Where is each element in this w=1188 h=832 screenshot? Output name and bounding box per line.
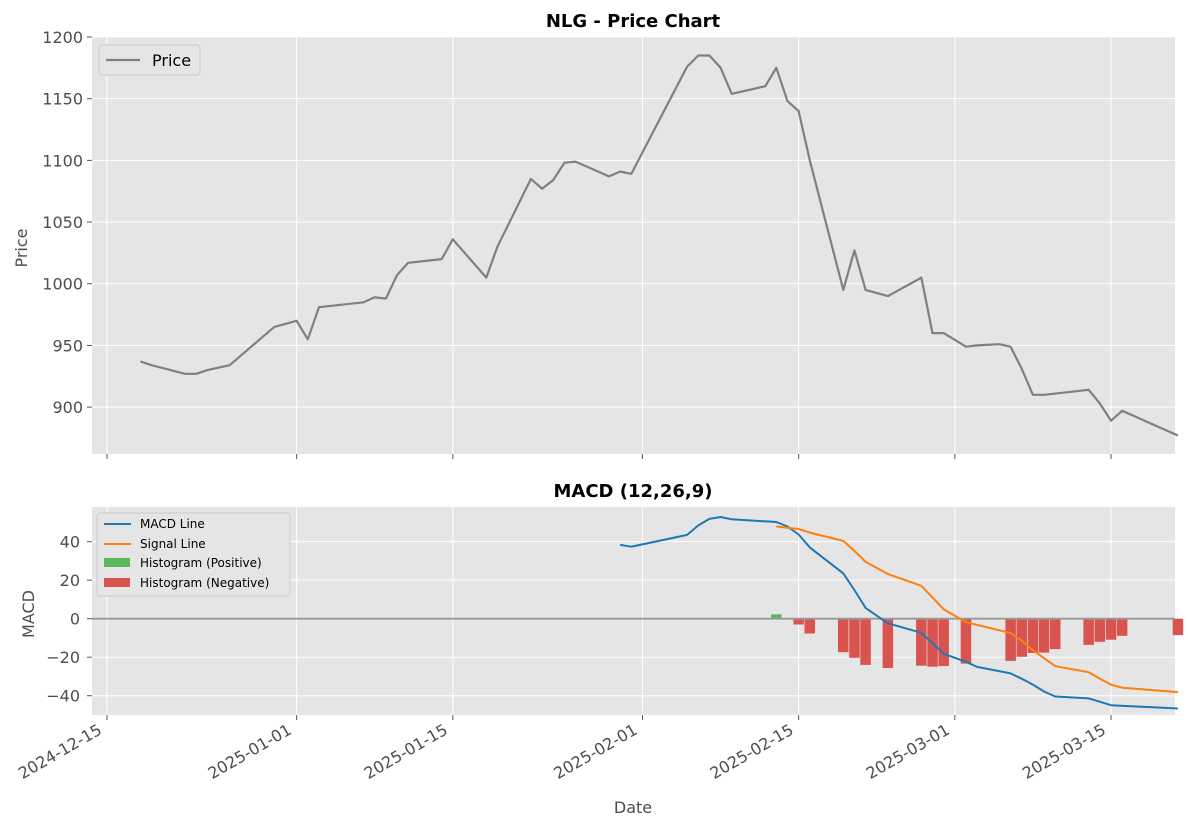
price-x-ticks <box>106 454 1112 459</box>
x-axis-label: Date <box>614 798 652 817</box>
histogram-negative-bar <box>1005 618 1016 661</box>
histogram-negative-bar <box>1172 618 1184 636</box>
price-y-ticks: 900 950 1000 1050 1100 1150 1200 <box>42 28 92 417</box>
macd-legend-label-negative: Histogram (Negative) <box>140 576 269 590</box>
y-tick-label: 40 <box>60 533 80 552</box>
x-tick-label: 2025-03-15 <box>1019 720 1109 783</box>
histogram-negative-bar <box>1027 618 1039 653</box>
macd-x-ticks: 2024-12-15 2025-01-01 2025-01-15 2025-02-01… <box>15 715 1112 783</box>
histogram-negative-bar <box>1083 618 1094 645</box>
macd-legend-label-line: MACD Line <box>140 517 205 531</box>
histogram-negative-bar <box>960 618 972 664</box>
price-gridlines <box>92 36 1175 454</box>
price-chart-title: NLG - Price Chart <box>546 11 721 32</box>
x-tick-label: 2025-02-15 <box>707 720 797 783</box>
y-tick-label: 1150 <box>42 90 83 109</box>
y-tick-label: 1200 <box>42 28 83 47</box>
histogram-negative-bar <box>1050 618 1061 650</box>
y-tick-label: 900 <box>52 398 83 417</box>
price-legend-label: Price <box>152 51 191 70</box>
macd-line <box>620 516 1178 710</box>
x-tick-label: 2025-02-01 <box>550 720 640 783</box>
price-plot-area <box>92 37 1175 454</box>
y-tick-label: 20 <box>60 571 80 590</box>
price-series <box>140 54 1179 437</box>
price-line <box>140 54 1179 437</box>
histogram-negative-bar <box>1038 618 1050 653</box>
macd-y-ticks: −40 −20 0 20 40 <box>46 533 92 706</box>
macd-series <box>620 516 1178 710</box>
macd-y-axis-label: MACD <box>19 590 38 638</box>
y-tick-label: 950 <box>52 336 83 355</box>
macd-legend-label-signal: Signal Line <box>140 537 206 551</box>
histogram-negative-bar <box>793 618 804 625</box>
histogram-negative-bar <box>860 618 871 665</box>
histogram-positive-bar <box>771 614 782 619</box>
histogram-negative-bar <box>882 618 894 668</box>
histogram-negative-bar <box>1016 618 1027 657</box>
y-tick-label: −40 <box>46 687 80 706</box>
y-tick-label: −20 <box>46 648 80 667</box>
x-tick-label: 2024-12-15 <box>15 720 105 783</box>
histogram-negative-bar <box>849 618 860 658</box>
macd-panel: −40 −20 0 20 40 2024-12-15 2025-01-01 2025-01-… <box>15 481 1184 817</box>
x-tick-label: 2025-03-01 <box>863 720 953 783</box>
price-legend: Price <box>98 44 201 76</box>
price-legend-box <box>98 44 201 76</box>
macd-legend-box <box>96 512 291 597</box>
histogram-negative-bar <box>1105 618 1117 640</box>
price-panel: 900 950 1000 1050 1100 1150 1200 NLG - Price C… <box>12 11 1179 459</box>
histogram-negative-bar <box>938 618 949 667</box>
x-tick-label: 2025-01-01 <box>205 720 295 783</box>
y-tick-label: 1100 <box>42 151 83 170</box>
macd-histogram <box>771 614 1184 668</box>
macd-legend-swatch-positive <box>104 558 130 567</box>
histogram-negative-bar <box>1116 618 1128 636</box>
x-tick-label: 2025-01-15 <box>361 720 451 783</box>
histogram-negative-bar <box>804 618 815 634</box>
macd-legend: MACD Line Signal Line Histogram (Positiv… <box>96 512 291 597</box>
y-tick-label: 1050 <box>42 213 83 232</box>
macd-chart-title: MACD (12,26,9) <box>553 481 712 502</box>
macd-legend-label-positive: Histogram (Positive) <box>140 556 262 570</box>
histogram-negative-bar <box>916 618 927 666</box>
histogram-negative-bar <box>838 618 849 653</box>
histogram-negative-bar <box>1094 618 1106 642</box>
y-tick-label: 1000 <box>42 275 83 294</box>
y-tick-label: 0 <box>70 610 80 629</box>
price-y-axis-label: Price <box>12 228 31 267</box>
macd-legend-swatch-negative <box>104 578 130 587</box>
signal-line <box>776 525 1178 694</box>
